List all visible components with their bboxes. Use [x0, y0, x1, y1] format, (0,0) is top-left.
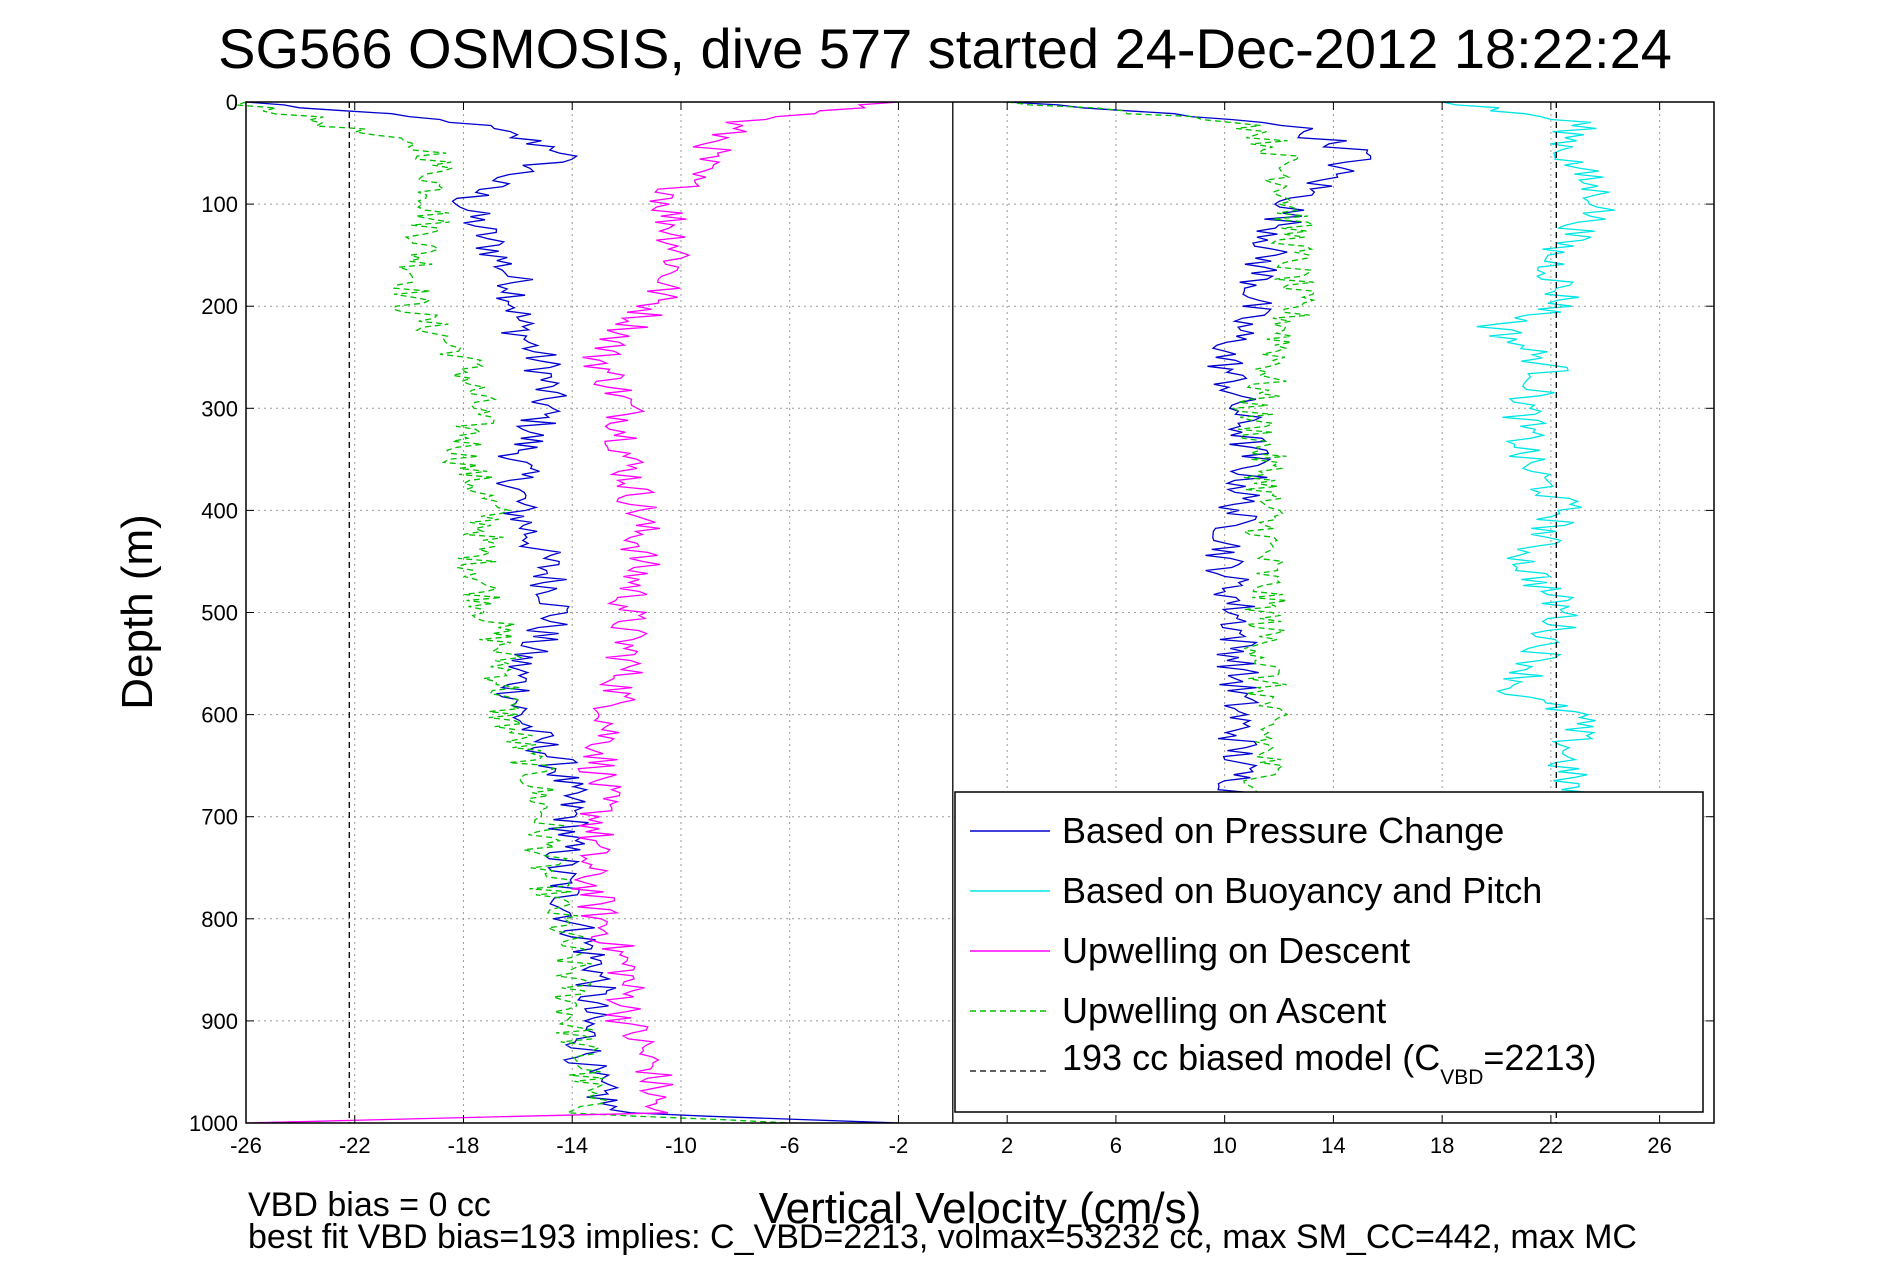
- legend: Based on Pressure Change Based on Buoyan…: [954, 791, 1704, 1113]
- series-line-4: [1007, 101, 1316, 818]
- x-tick-label: -22: [339, 1133, 371, 1158]
- series-layer: [236, 101, 1615, 1124]
- chart-title: SG566 OSMOSIS, dive 577 started 24-Dec-2…: [218, 17, 1672, 80]
- y-tick-label: 600: [201, 703, 238, 728]
- legend-label-descent: Upwelling on Descent: [1062, 930, 1410, 971]
- y-axis-label: Depth (m): [113, 514, 162, 710]
- y-tick-label: 200: [201, 294, 238, 319]
- y-tick-labels: 0 100 200 300 400 500 600 700 800 900 1000: [189, 90, 238, 1136]
- x-tick-label: -14: [556, 1133, 588, 1158]
- y-tick-label: 800: [201, 907, 238, 932]
- y-tick-label: 300: [201, 396, 238, 421]
- footer-line-2: best fit VBD bias=193 implies: C_VBD=221…: [248, 1218, 1637, 1256]
- y-tick-label: 0: [226, 90, 238, 115]
- legend-label-pressure: Based on Pressure Change: [1062, 810, 1504, 851]
- legend-label-model-sub: VBD: [1440, 1066, 1483, 1089]
- series-line-5: [1441, 101, 1615, 818]
- y-tick-label: 100: [201, 192, 238, 217]
- series-line-2: [245, 101, 899, 1124]
- x-axis-label: Vertical Velocity (cm/s): [759, 1184, 1202, 1233]
- x-tick-label: -26: [230, 1133, 262, 1158]
- x-tick-label: -10: [665, 1133, 697, 1158]
- y-tick-label: 1000: [189, 1111, 238, 1136]
- x-tick-label: 14: [1321, 1133, 1345, 1158]
- y-tick-label: 700: [201, 805, 238, 830]
- x-tick-label: 2: [1001, 1133, 1013, 1158]
- x-tick-label: 10: [1212, 1133, 1236, 1158]
- legend-label-model-end: =2213): [1483, 1037, 1596, 1078]
- x-tick-label: -6: [780, 1133, 800, 1158]
- legend-box: [954, 791, 1704, 1113]
- series-line-3: [1007, 101, 1372, 818]
- x-tick-labels: -26 -22 -18 -14 -10 -6 -2 2 6 10 14 18 22 26: [230, 1133, 1672, 1158]
- x-tick-label: -2: [889, 1133, 909, 1158]
- x-tick-label: 22: [1539, 1133, 1563, 1158]
- x-tick-label: 6: [1110, 1133, 1122, 1158]
- y-tick-label: 500: [201, 601, 238, 626]
- series-line-1: [236, 101, 790, 1124]
- grid-lines: [245, 101, 1714, 1124]
- legend-label-model-main: 193 cc biased model (C: [1062, 1037, 1440, 1078]
- y-tick-label: 900: [201, 1009, 238, 1034]
- x-tick-label: 18: [1430, 1133, 1454, 1158]
- footer-line-1: VBD bias = 0 cc: [248, 1186, 491, 1224]
- legend-label-buoyancy: Based on Buoyancy and Pitch: [1062, 870, 1542, 911]
- legend-label-ascent: Upwelling on Ascent: [1062, 990, 1386, 1031]
- x-tick-label: -18: [448, 1133, 480, 1158]
- y-tick-label: 400: [201, 498, 238, 523]
- legend-label-model: 193 cc biased model (CVBD=2213): [1062, 1037, 1597, 1089]
- series-line-0: [245, 101, 899, 1124]
- x-tick-label: 26: [1647, 1133, 1671, 1158]
- axis-ticks: [245, 101, 1714, 1124]
